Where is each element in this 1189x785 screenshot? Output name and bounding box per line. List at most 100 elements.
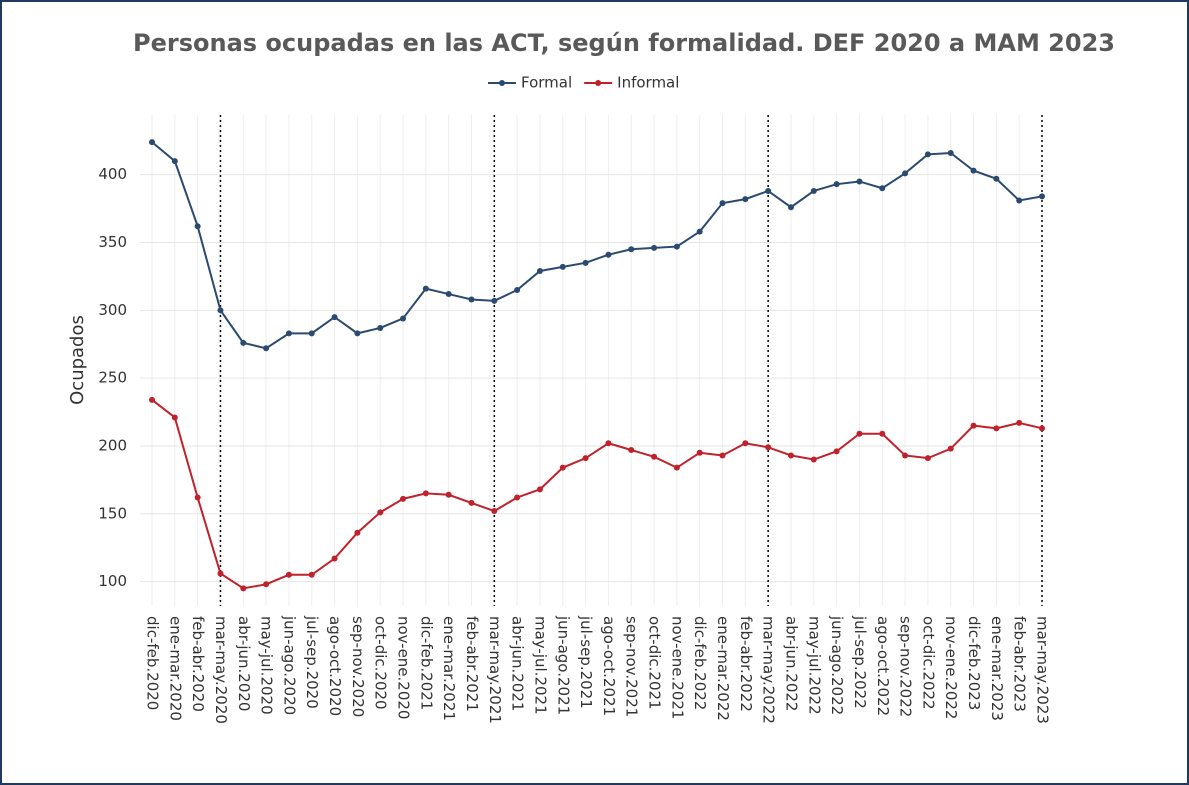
data-point [993, 425, 1000, 432]
data-point [879, 185, 886, 192]
data-point [1039, 193, 1045, 200]
data-point [514, 286, 521, 293]
data-point [422, 285, 429, 292]
data-point [765, 444, 772, 451]
x-tick-label: ene-mar.2020 [166, 616, 184, 721]
x-tick-label: dic-feb.2023 [965, 616, 983, 710]
data-point [833, 448, 840, 455]
x-tick-label: abr-jun.2021 [509, 616, 527, 711]
data-point [673, 243, 680, 250]
data-point [902, 170, 909, 177]
x-tick-label: may-jul.2022 [805, 616, 823, 715]
legend-label: Informal [617, 74, 679, 92]
data-point [377, 509, 384, 516]
x-tick-label: mar-may.2021 [486, 616, 504, 724]
data-point [559, 464, 566, 471]
x-tick-label: jul-sep.2020 [303, 615, 321, 709]
chart-title: Personas ocupadas en las ACT, según form… [133, 29, 1115, 57]
data-point [742, 196, 749, 203]
data-point [970, 167, 977, 174]
data-point [377, 324, 384, 331]
data-point [582, 455, 589, 462]
x-tick-label: mar-may.2022 [760, 616, 778, 724]
data-point [673, 464, 680, 471]
data-point [491, 297, 498, 304]
x-tick-label: ago-oct.2021 [600, 616, 618, 716]
data-point [970, 422, 977, 429]
data-point [902, 452, 909, 459]
x-tick-label: sep-nov.2022 [897, 616, 915, 717]
data-point [514, 494, 521, 501]
y-tick-label: 100 [98, 572, 127, 590]
x-tick-label: jun-ago.2022 [828, 615, 846, 715]
data-point [856, 178, 863, 185]
data-point [194, 223, 201, 230]
data-point [787, 204, 794, 211]
data-point [993, 175, 1000, 182]
x-tick-label: ago-oct.2022 [874, 616, 892, 716]
x-tick-label: abr-jun.2020 [235, 616, 253, 711]
x-tick-label: nov-ene.2020 [395, 616, 413, 719]
x-tick-label: dic-feb.2020 [144, 616, 162, 710]
data-point [468, 296, 475, 303]
x-tick-label: feb-abr.2021 [463, 616, 481, 712]
data-point [422, 490, 429, 497]
x-tick-label: sep-nov.2021 [623, 616, 641, 717]
data-point [308, 330, 315, 337]
data-point [719, 200, 726, 207]
data-point [331, 555, 338, 562]
x-tick-label: feb-abr.2022 [737, 616, 755, 712]
data-point [719, 452, 726, 459]
legend-label: Formal [521, 74, 572, 92]
data-point [194, 494, 201, 501]
x-tick-label: may-jul.2021 [531, 616, 549, 715]
data-point [400, 315, 407, 322]
data-point [536, 486, 543, 493]
data-point [765, 187, 772, 194]
x-tick-label: ene-mar.2021 [440, 616, 458, 721]
x-tick-label: may-jul.2020 [258, 616, 276, 715]
data-point [171, 414, 178, 421]
data-point [628, 447, 635, 454]
data-point [149, 139, 155, 146]
data-point [354, 529, 361, 536]
data-point [354, 330, 361, 337]
x-tick-label: jul-sep.2021 [577, 615, 595, 709]
data-point [217, 307, 224, 314]
data-point [400, 495, 407, 502]
data-point [536, 267, 543, 274]
data-point [240, 585, 247, 592]
y-tick-label: 300 [98, 301, 127, 319]
data-point [1016, 197, 1023, 204]
data-point [1039, 425, 1045, 432]
data-point [605, 251, 612, 258]
data-point [171, 158, 178, 165]
data-point [628, 246, 635, 253]
x-tick-label: dic-feb.2022 [691, 616, 709, 710]
data-point [742, 440, 749, 447]
data-point [582, 259, 589, 266]
y-tick-label: 400 [98, 165, 127, 183]
data-point [149, 396, 155, 403]
x-tick-label: dic-feb.2021 [417, 616, 435, 710]
data-point [879, 430, 886, 437]
y-tick-label: 200 [98, 436, 127, 454]
x-tick-label: sep-nov.2020 [349, 616, 367, 717]
data-point [696, 228, 703, 235]
legend-dot [595, 80, 602, 86]
x-tick-label: oct-dic.2022 [919, 616, 937, 710]
x-tick-label: abr-jun.2022 [782, 616, 800, 711]
data-point [217, 570, 224, 577]
x-tick-label: nov-ene.2022 [942, 616, 960, 719]
data-point [833, 181, 840, 188]
data-point [947, 445, 954, 452]
data-point [924, 151, 931, 158]
data-point [856, 430, 863, 437]
y-axis-title: Ocupados [67, 315, 88, 405]
series-line [151, 399, 1043, 590]
x-tick-label: mar-may.2023 [1034, 616, 1052, 724]
legend-dot [499, 80, 505, 86]
data-point [559, 263, 566, 270]
data-point [651, 453, 658, 460]
